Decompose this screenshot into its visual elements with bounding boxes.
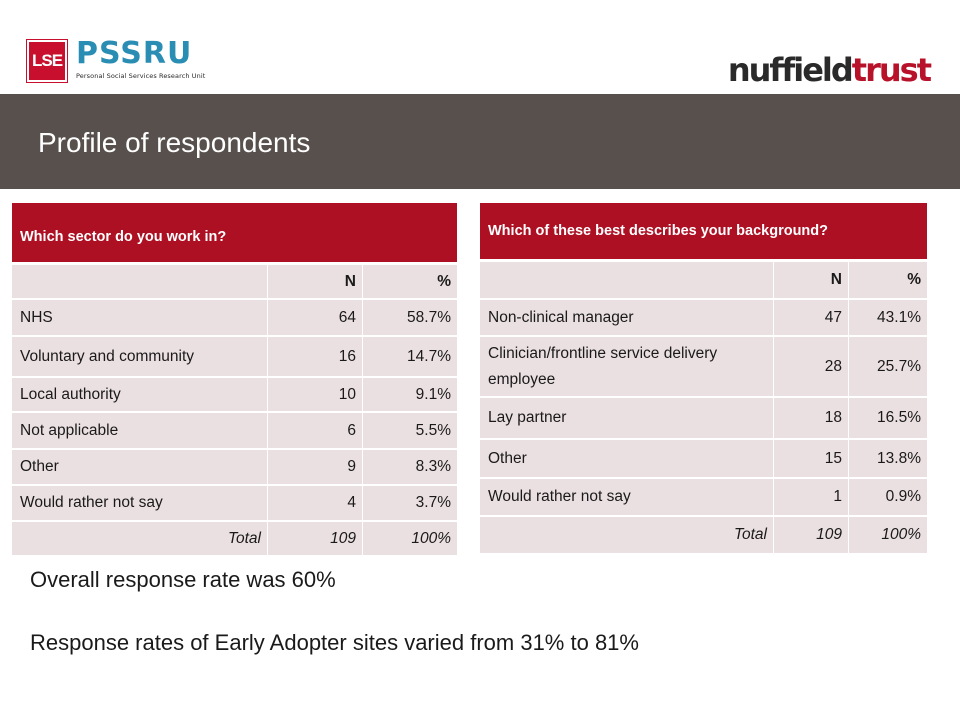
background-table: Which of these best describes your backg… — [480, 203, 928, 555]
table-row: Would rather not say 1 0.9% — [480, 479, 928, 517]
title-band — [0, 94, 960, 189]
row-n: 9 — [268, 450, 363, 486]
table-row: Not applicable 6 5.5% — [12, 413, 458, 450]
pssru-logo-subtitle: Personal Social Services Research Unit — [76, 72, 206, 80]
table-row: Lay partner 18 16.5% — [480, 398, 928, 440]
row-n: 47 — [774, 300, 849, 337]
table-row: Voluntary and community 16 14.7% — [12, 337, 458, 378]
sector-table-header: Which sector do you work in? — [12, 203, 458, 265]
total-label: Total — [12, 522, 268, 557]
sector-blank-header-cell — [12, 265, 268, 300]
sector-col-pct: % — [363, 265, 458, 300]
early-adopter-note: Response rates of Early Adopter sites va… — [30, 630, 639, 655]
nuffield-trust-logo: nuffieldtrust — [727, 50, 932, 90]
trust-logo-word: trust — [851, 51, 932, 89]
background-col-pct: % — [849, 262, 928, 300]
pssru-logo: PSSRU Personal Social Services Research … — [76, 36, 206, 81]
row-label: Not applicable — [12, 413, 268, 450]
response-rate-note: Overall response rate was 60% — [30, 567, 336, 592]
background-blank-header-cell — [480, 262, 774, 300]
row-n: 15 — [774, 440, 849, 479]
row-n: 1 — [774, 479, 849, 517]
row-label: NHS — [12, 300, 268, 337]
nuffield-logo-word: nuffield — [727, 51, 854, 89]
row-pct: 25.7% — [849, 337, 928, 398]
row-n: 18 — [774, 398, 849, 440]
row-pct: 16.5% — [849, 398, 928, 440]
total-n: 109 — [774, 517, 849, 555]
row-label: Clinician/frontline service delivery emp… — [480, 337, 774, 398]
row-n: 28 — [774, 337, 849, 398]
background-question: Which of these best describes your backg… — [480, 203, 928, 262]
background-col-n: N — [774, 262, 849, 300]
row-label: Would rather not say — [480, 479, 774, 517]
row-pct: 58.7% — [363, 300, 458, 337]
row-label: Other — [12, 450, 268, 486]
table-row: Non-clinical manager 47 43.1% — [480, 300, 928, 337]
row-pct: 13.8% — [849, 440, 928, 479]
background-column-header-row: N % — [480, 262, 928, 300]
row-label: Would rather not say — [12, 486, 268, 522]
table-row: NHS 64 58.7% — [12, 300, 458, 337]
row-label: Non-clinical manager — [480, 300, 774, 337]
background-table-header: Which of these best describes your backg… — [480, 203, 928, 262]
total-pct: 100% — [849, 517, 928, 555]
row-n: 16 — [268, 337, 363, 378]
row-pct: 14.7% — [363, 337, 458, 378]
lse-logo: LSE — [26, 39, 68, 83]
sector-total-row: Total 109 100% — [12, 522, 458, 557]
row-n: 64 — [268, 300, 363, 337]
row-n: 4 — [268, 486, 363, 522]
row-label: Lay partner — [480, 398, 774, 440]
row-n: 10 — [268, 378, 363, 413]
row-pct: 8.3% — [363, 450, 458, 486]
row-pct: 0.9% — [849, 479, 928, 517]
row-pct: 3.7% — [363, 486, 458, 522]
sector-column-header-row: N % — [12, 265, 458, 300]
table-row: Other 15 13.8% — [480, 440, 928, 479]
row-label: Local authority — [12, 378, 268, 413]
row-label: Other — [480, 440, 774, 479]
background-total-row: Total 109 100% — [480, 517, 928, 555]
total-n: 109 — [268, 522, 363, 557]
sector-question: Which sector do you work in? — [12, 203, 458, 265]
row-pct: 5.5% — [363, 413, 458, 450]
table-row: Local authority 10 9.1% — [12, 378, 458, 413]
sector-col-n: N — [268, 265, 363, 300]
sector-table: Which sector do you work in? N % NHS 64 … — [12, 203, 458, 557]
row-n: 6 — [268, 413, 363, 450]
pssru-logo-name: PSSRU — [76, 36, 193, 71]
slide-title: Profile of respondents — [38, 127, 311, 158]
table-row: Other 9 8.3% — [12, 450, 458, 486]
total-pct: 100% — [363, 522, 458, 557]
row-label: Voluntary and community — [12, 337, 268, 378]
row-pct: 9.1% — [363, 378, 458, 413]
table-row: Would rather not say 4 3.7% — [12, 486, 458, 522]
total-label: Total — [480, 517, 774, 555]
row-pct: 43.1% — [849, 300, 928, 337]
table-row: Clinician/frontline service delivery emp… — [480, 337, 928, 398]
